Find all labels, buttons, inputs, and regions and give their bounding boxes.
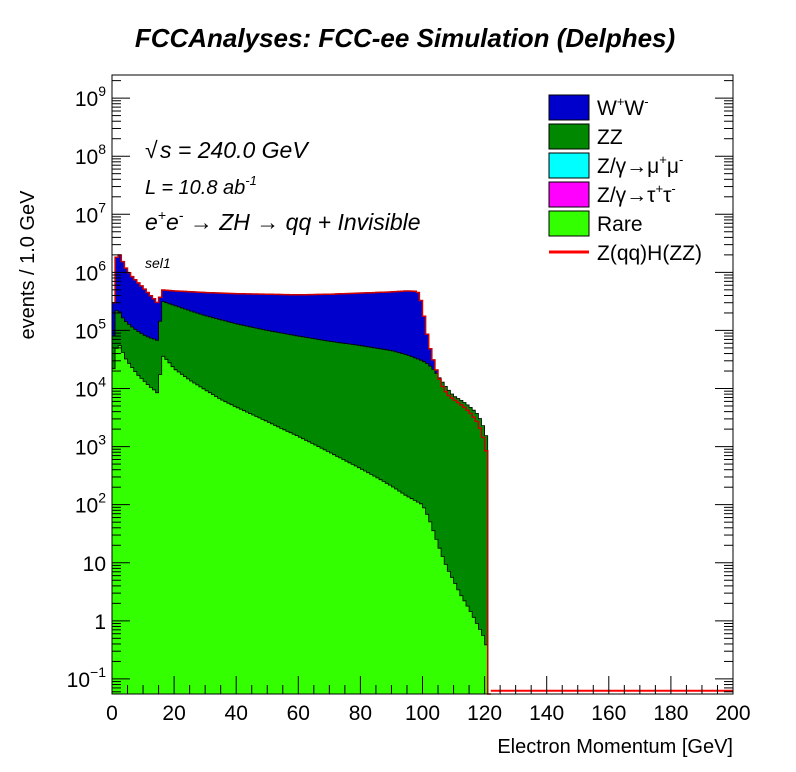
legend-label: ZZ — [597, 126, 623, 149]
legend-label: Z/γ→μ+μ- — [597, 152, 683, 178]
legend-label: W+W- — [597, 94, 649, 120]
selection-label: sel1 — [145, 255, 171, 271]
process-e-2: e — [166, 209, 179, 235]
x-tick-label: 140 — [529, 702, 564, 725]
process-annotation: e+e- → ZH → qq + Invisible — [145, 207, 421, 235]
x-axis-ticks: 0 20 40 60 80 100 120 140 160 180 200 — [106, 676, 751, 725]
process-e-minus: - — [179, 207, 184, 223]
legend: W+W- ZZ Z/γ→μ+μ- Z/γ→τ+τ- Rare Z(qq)H(ZZ) — [548, 94, 702, 265]
sqrt-symbol: √ — [145, 137, 158, 163]
x-tick-label: 20 — [162, 702, 185, 725]
x-tick-label: 0 — [106, 702, 118, 725]
legend-label: Z/γ→τ+τ- — [597, 181, 676, 207]
area-rare — [111, 345, 491, 695]
luminosity-text: L = 10.8 ab — [145, 177, 245, 199]
process-rest: → ZH → qq + Invisible — [183, 209, 420, 235]
x-tick-label: 200 — [715, 702, 750, 725]
legend-swatch — [548, 94, 590, 121]
legend-entry-ztautau: Z/γ→τ+τ- — [548, 181, 676, 208]
x-tick-label: 40 — [225, 702, 248, 725]
x-tick-label: 180 — [653, 702, 688, 725]
y-tick-label: 109 — [75, 83, 106, 111]
legend-entry-zmumu: Z/γ→μ+μ- — [548, 152, 683, 179]
process-e-1: e — [145, 209, 158, 235]
legend-entry-rare: Rare — [548, 210, 643, 237]
luminosity-annotation: L = 10.8 ab-1 — [145, 173, 257, 199]
x-tick-label: 100 — [405, 702, 440, 725]
annotation-block: √ s = 240.0 GeV L = 10.8 ab-1 e+e- → ZH … — [145, 137, 421, 271]
x-tick-label: 120 — [467, 702, 502, 725]
y-tick-label: 104 — [75, 374, 106, 402]
legend-swatch — [548, 210, 590, 237]
x-axis-label: Electron Momentum [GeV] — [497, 736, 733, 758]
signal-line-overlay — [112, 254, 491, 695]
legend-entry-zqqhzz: Z(qq)H(ZZ) — [549, 242, 702, 265]
y-tick-label: 105 — [75, 315, 106, 343]
sqrt-s-annotation: s = 240.0 GeV — [160, 137, 310, 163]
stacked-histograms — [111, 254, 491, 695]
luminosity-exponent: -1 — [245, 173, 257, 188]
process-e-plus: + — [158, 207, 166, 223]
y-tick-label: 102 — [75, 490, 106, 518]
legend-label: Rare — [597, 213, 643, 236]
y-axis-ticks: 10−1 1 10 102 103 104 105 106 107 108 109 — [67, 80, 733, 693]
y-tick-label: 10−1 — [67, 664, 107, 692]
y-tick-label: 103 — [75, 432, 106, 460]
legend-swatch — [548, 152, 590, 179]
legend-swatch — [548, 181, 590, 208]
x-tick-label: 160 — [591, 702, 626, 725]
x-tick-label: 80 — [349, 702, 372, 725]
legend-swatch — [548, 123, 590, 150]
x-tick-label: 60 — [287, 702, 310, 725]
y-tick-label: 106 — [75, 257, 106, 285]
y-tick-label: 10 — [83, 553, 106, 576]
chart-title: FCCAnalyses: FCC-ee Simulation (Delphes) — [135, 23, 675, 53]
legend-entry-ww: W+W- — [548, 94, 649, 121]
y-tick-label: 107 — [75, 199, 106, 227]
y-tick-label: 108 — [75, 141, 106, 169]
y-tick-label: 1 — [94, 611, 106, 634]
legend-label: Z(qq)H(ZZ) — [597, 242, 702, 265]
legend-entry-zz: ZZ — [548, 123, 623, 150]
y-axis-label: events / 1.0 GeV — [17, 190, 39, 340]
